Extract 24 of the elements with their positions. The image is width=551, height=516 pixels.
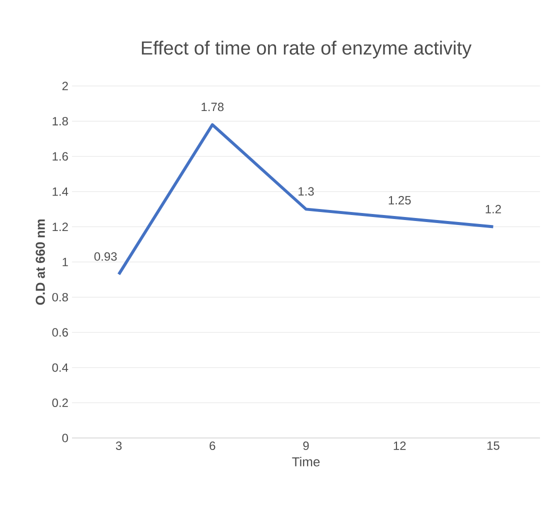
x-tick-label: 9 <box>303 442 309 450</box>
y-tick-label: 0.2 <box>52 398 68 408</box>
x-tick-label: 3 <box>116 442 122 450</box>
y-tick-label: 1.4 <box>52 187 68 196</box>
y-tick-label: 1 <box>62 258 68 266</box>
data-label: 1.78 <box>202 102 224 112</box>
y-axis-title: O.D at 660 nm <box>36 219 45 305</box>
data-label: 1.25 <box>388 196 411 204</box>
x-tick-label: 15 <box>487 442 500 450</box>
y-tick-label: 2 <box>62 82 68 90</box>
data-label: 1.2 <box>486 204 501 214</box>
chart-title: Effect of time on rate of enzyme activity <box>142 40 472 58</box>
y-tick-label: 0.8 <box>52 292 68 302</box>
y-tick-label: 1.2 <box>52 222 68 231</box>
y-tick-label: 0.6 <box>52 328 68 337</box>
y-tick-label: 0 <box>62 434 68 442</box>
y-tick-label: 1.6 <box>52 152 68 161</box>
data-label: 1.3 <box>298 187 314 196</box>
x-tick-label: 12 <box>394 442 406 450</box>
y-tick-label: 0.4 <box>52 363 68 372</box>
y-tick-label: 1.8 <box>52 116 68 126</box>
x-tick-label: 6 <box>210 442 216 450</box>
x-axis-title: Time <box>292 456 320 466</box>
data-label: 0.93 <box>94 252 117 261</box>
